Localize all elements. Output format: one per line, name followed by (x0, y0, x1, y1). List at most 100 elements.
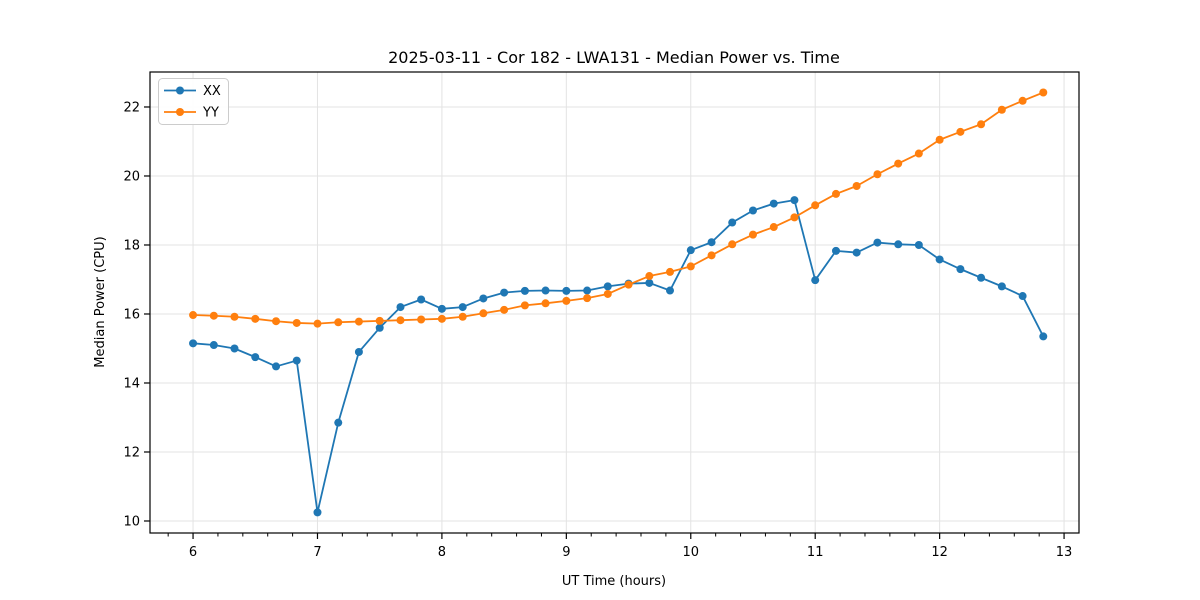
grid-layer (150, 72, 1079, 533)
data-point-xx (665, 286, 674, 295)
data-point-yy (437, 314, 446, 323)
tick-layer (144, 106, 1065, 539)
data-point-yy (665, 267, 674, 276)
data-point-xx (313, 508, 322, 517)
data-point-yy (831, 189, 840, 198)
data-point-xx (292, 356, 301, 365)
data-point-xx (230, 344, 239, 353)
chart-title: 2025-03-11 - Cor 182 - LWA131 - Median P… (388, 48, 840, 67)
data-point-xx (707, 238, 716, 247)
data-point-xx (686, 246, 695, 255)
legend: XX YY (158, 78, 229, 125)
data-point-xx (479, 294, 488, 303)
data-point-yy (790, 213, 799, 222)
data-point-xx (894, 240, 903, 249)
data-point-yy (624, 280, 633, 289)
data-point-yy (603, 289, 612, 298)
data-point-yy (313, 319, 322, 328)
data-point-yy (500, 305, 509, 314)
data-point-yy (1039, 88, 1048, 97)
legend-item-yy: YY (164, 106, 219, 121)
x-tick-label: 11 (807, 545, 824, 560)
x-tick-label: 6 (189, 545, 197, 560)
legend-marker-yy-icon (176, 108, 184, 116)
data-point-xx (603, 282, 612, 291)
data-point-yy (209, 311, 218, 320)
data-point-yy (251, 314, 260, 323)
data-point-yy (728, 240, 737, 249)
data-point-xx (728, 218, 737, 227)
data-point-xx (997, 282, 1006, 291)
data-point-yy (914, 149, 923, 158)
legend-item-xx: XX (164, 84, 221, 99)
data-point-yy (541, 299, 550, 308)
y-tick-label: 20 (123, 169, 140, 184)
series-xx (189, 196, 1048, 517)
legend-label-yy: YY (202, 106, 219, 121)
data-point-yy (852, 181, 861, 190)
data-point-yy (479, 309, 488, 318)
data-point-xx (251, 353, 260, 362)
x-tick-label: 8 (438, 545, 446, 560)
x-tick-label: 9 (562, 545, 570, 560)
legend-marker-xx-icon (176, 86, 184, 95)
data-point-yy (977, 120, 986, 129)
data-point-xx (417, 295, 426, 304)
data-point-yy (686, 262, 695, 271)
data-point-yy (645, 272, 654, 281)
data-point-xx (1039, 332, 1048, 341)
data-point-xx (541, 286, 550, 295)
data-point-yy (707, 251, 716, 260)
data-point-yy (230, 312, 239, 321)
data-point-xx (831, 246, 840, 255)
data-point-yy (520, 301, 529, 310)
data-point-yy (354, 317, 363, 326)
data-point-yy (811, 201, 820, 210)
y-tick-label: 16 (123, 307, 140, 322)
data-point-xx (977, 273, 986, 282)
data-point-yy (562, 296, 571, 305)
data-point-yy (748, 230, 757, 239)
y-tick-label: 22 (123, 100, 140, 115)
data-point-xx (209, 341, 218, 350)
data-point-xx (769, 199, 778, 208)
y-tick-label: 14 (123, 376, 140, 391)
data-point-yy (417, 315, 426, 324)
data-point-xx (790, 196, 799, 205)
data-point-xx (956, 265, 965, 274)
data-point-yy (894, 159, 903, 168)
x-tick-label: 10 (683, 545, 700, 560)
series-layer (189, 88, 1048, 517)
data-point-xx (852, 248, 861, 257)
data-point-yy (873, 170, 882, 179)
data-point-xx (375, 323, 384, 332)
data-point-xx (562, 286, 571, 295)
data-point-xx (334, 418, 343, 427)
data-point-yy (997, 105, 1006, 114)
data-point-yy (458, 312, 467, 321)
data-point-yy (956, 127, 965, 136)
tick-label-layer: 6 7 8 9 10 11 12 13 10 12 14 16 18 20 22 (123, 100, 1072, 560)
data-point-xx (935, 255, 944, 264)
y-axis-label: Median Power (CPU) (93, 236, 108, 367)
x-tick-label: 13 (1056, 545, 1073, 560)
data-point-xx (645, 278, 654, 287)
data-point-yy (375, 316, 384, 325)
legend-label-xx: XX (203, 84, 221, 99)
data-point-xx (583, 286, 592, 295)
data-point-xx (272, 362, 281, 371)
data-point-xx (873, 238, 882, 247)
data-point-yy (292, 318, 301, 327)
data-point-yy (334, 318, 343, 327)
data-point-yy (272, 317, 281, 326)
data-point-yy (769, 223, 778, 232)
data-point-xx (437, 304, 446, 313)
plot-frame (149, 71, 1080, 534)
data-point-yy (189, 311, 198, 320)
data-point-xx (500, 288, 509, 297)
x-tick-label: 7 (313, 545, 321, 560)
data-point-yy (396, 316, 405, 325)
data-point-xx (458, 303, 467, 312)
data-point-xx (811, 276, 820, 285)
